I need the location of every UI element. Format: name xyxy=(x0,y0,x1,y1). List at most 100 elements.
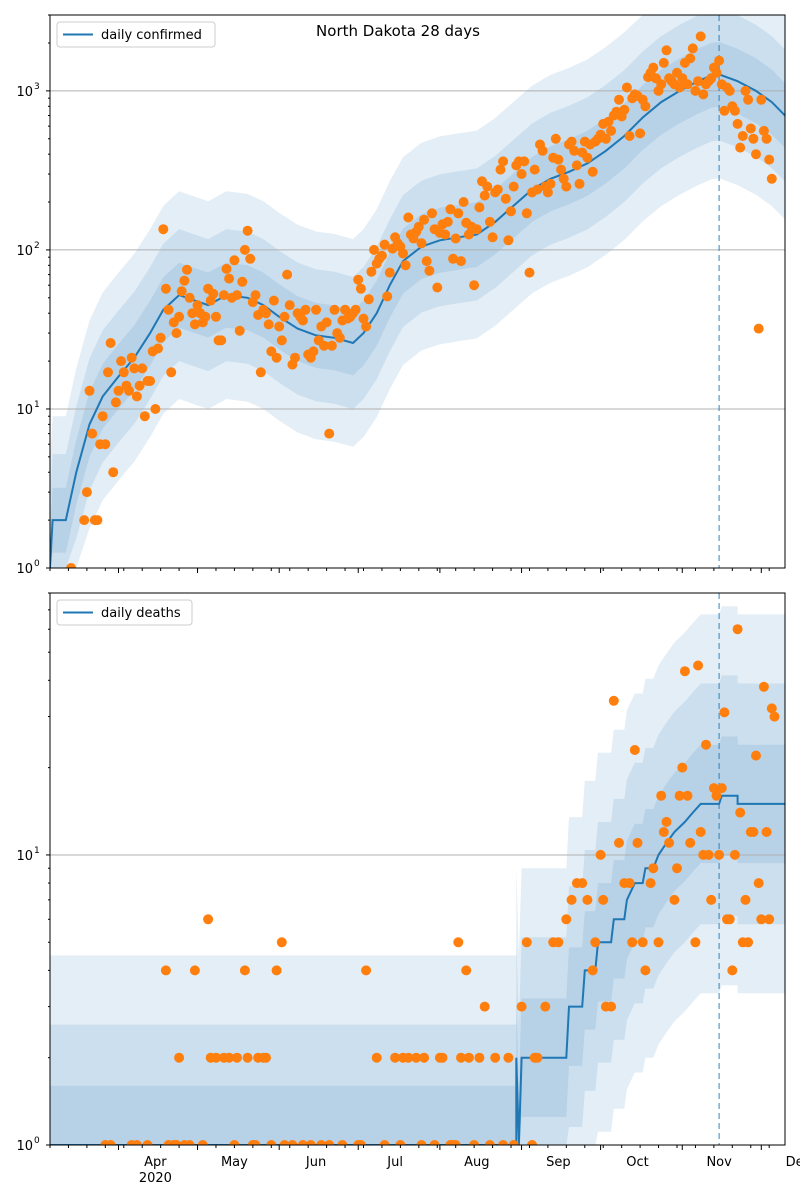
data-point xyxy=(693,660,704,671)
data-point xyxy=(245,253,256,264)
data-point xyxy=(498,156,509,167)
confirmed-points xyxy=(66,31,777,568)
data-point xyxy=(656,790,667,801)
y-tick-label: 10 xyxy=(16,403,33,418)
x-tick-label: Dec xyxy=(786,1155,800,1170)
data-point xyxy=(440,229,451,240)
data-point xyxy=(540,1001,551,1012)
y-tick-exponent: 1 xyxy=(34,846,40,856)
data-point xyxy=(208,288,219,299)
x-tick-label: Jun xyxy=(305,1155,326,1170)
data-point xyxy=(382,291,393,302)
x-tick-label: Aug xyxy=(464,1155,489,1170)
data-point xyxy=(155,332,166,343)
data-point xyxy=(640,101,651,112)
data-point xyxy=(108,467,119,478)
data-point xyxy=(371,1052,382,1063)
legend-label: daily deaths xyxy=(101,606,181,621)
y-tick-label: 10 xyxy=(16,1139,33,1154)
data-point xyxy=(450,1140,461,1145)
data-point xyxy=(221,263,232,274)
data-point xyxy=(411,1052,422,1063)
data-point xyxy=(224,273,235,284)
data-point xyxy=(463,229,474,240)
data-point xyxy=(134,380,145,391)
uncertainty-band xyxy=(50,675,785,1145)
data-point xyxy=(635,128,646,139)
data-point xyxy=(427,208,437,219)
data-point xyxy=(171,328,182,339)
data-point xyxy=(566,894,577,905)
data-point xyxy=(276,937,287,948)
data-point xyxy=(761,133,772,144)
data-point xyxy=(719,707,730,718)
data-point xyxy=(116,356,127,367)
data-point xyxy=(582,894,593,905)
data-point xyxy=(714,849,725,860)
data-point xyxy=(340,304,351,315)
data-point xyxy=(627,937,638,948)
data-point xyxy=(218,290,229,301)
data-point xyxy=(369,244,379,255)
data-point xyxy=(200,311,211,322)
data-point xyxy=(553,154,564,165)
data-point xyxy=(532,184,543,195)
confidence-bands xyxy=(50,15,785,568)
data-point xyxy=(527,1140,538,1145)
y-tick-label: 10 xyxy=(16,849,33,864)
data-point xyxy=(176,286,187,297)
data-point xyxy=(484,1140,495,1145)
data-point xyxy=(126,352,137,363)
series-line xyxy=(50,794,785,1145)
data-point xyxy=(166,367,177,378)
data-point xyxy=(432,282,443,293)
data-point xyxy=(571,160,582,171)
data-point xyxy=(163,304,174,315)
data-point xyxy=(587,965,598,976)
data-point xyxy=(690,85,701,96)
data-point xyxy=(158,224,169,235)
data-point xyxy=(442,216,453,227)
data-point xyxy=(735,142,746,153)
data-point xyxy=(324,428,335,439)
data-point xyxy=(621,82,632,93)
data-point xyxy=(284,300,295,311)
data-point xyxy=(232,290,242,301)
data-point xyxy=(84,385,95,396)
x-axis-ticks xyxy=(49,568,770,573)
data-point xyxy=(211,311,221,322)
data-point xyxy=(324,1140,335,1145)
data-point xyxy=(453,208,464,219)
data-point xyxy=(174,311,185,322)
data-point xyxy=(300,304,311,315)
data-point xyxy=(137,363,148,374)
data-point xyxy=(482,181,493,192)
data-point xyxy=(160,283,171,294)
data-point xyxy=(748,133,759,144)
data-point xyxy=(421,256,432,267)
data-point xyxy=(558,173,569,184)
data-point xyxy=(664,837,675,848)
legend-box xyxy=(56,599,193,626)
data-point xyxy=(424,265,435,276)
data-point xyxy=(400,260,411,271)
data-point xyxy=(118,367,129,378)
data-point xyxy=(532,1052,543,1063)
data-point xyxy=(695,31,706,42)
data-point xyxy=(740,894,751,905)
data-point xyxy=(553,937,564,948)
data-point xyxy=(479,1001,490,1012)
data-point xyxy=(743,94,754,105)
data-point xyxy=(279,1140,290,1145)
data-point xyxy=(508,181,519,192)
data-point xyxy=(274,321,285,332)
data-point xyxy=(624,131,635,141)
data-point xyxy=(350,304,361,315)
data-point xyxy=(66,563,77,568)
data-point xyxy=(242,225,253,236)
data-point xyxy=(614,94,624,105)
data-point xyxy=(500,193,511,204)
confirmed-series-line xyxy=(50,73,785,568)
data-point xyxy=(640,965,651,976)
